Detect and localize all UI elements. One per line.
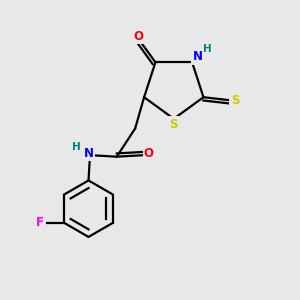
Text: H: H — [203, 44, 212, 54]
Text: S: S — [169, 118, 178, 130]
Text: O: O — [134, 30, 143, 43]
Text: H: H — [72, 142, 81, 152]
Text: S: S — [231, 94, 239, 107]
Text: F: F — [36, 216, 44, 229]
Text: N: N — [83, 147, 94, 160]
Text: O: O — [144, 147, 154, 160]
Text: N: N — [193, 50, 202, 64]
